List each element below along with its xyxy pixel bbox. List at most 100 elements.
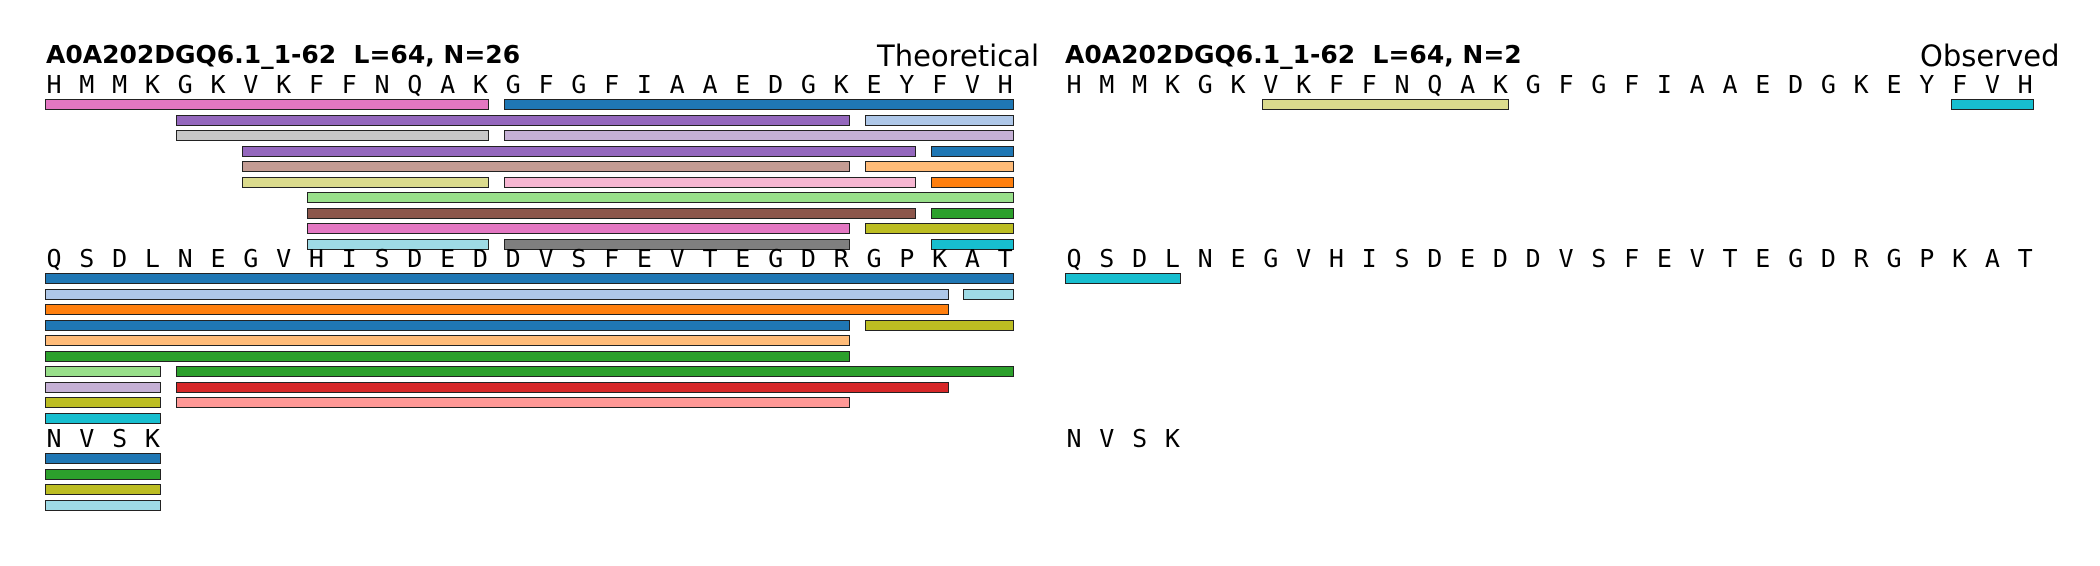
residue-letter: G <box>1525 70 1541 99</box>
residue-letter: G <box>243 244 259 273</box>
observed-panel-label: Observed <box>1920 39 2060 73</box>
peptide-bar <box>45 453 162 464</box>
residue-letter: T <box>702 244 718 273</box>
residue-letter: R <box>1853 244 1869 273</box>
residue-letter: H <box>1328 244 1344 273</box>
residue-letter: I <box>1656 70 1672 99</box>
residue-letter: G <box>1591 70 1607 99</box>
theoretical-panel-title: A0A202DGQ6.1_1-62 L=64, N=26 <box>46 40 521 69</box>
residue-letter: G <box>505 70 521 99</box>
residue-letter: D <box>1492 244 1508 273</box>
residue-letter: D <box>505 244 521 273</box>
residue-letter: V <box>669 244 685 273</box>
residue-letter: V <box>1099 424 1115 453</box>
peptide-bar <box>45 397 162 408</box>
peptide-bar <box>45 350 851 362</box>
peptide-bar <box>504 99 1015 110</box>
residue-letter: D <box>1525 244 1541 273</box>
residue-letter: K <box>1296 70 1312 99</box>
residue-letter: V <box>538 244 554 273</box>
residue-letter: M <box>1132 70 1148 99</box>
residue-letter: F <box>604 70 620 99</box>
peptide-bar <box>865 319 1015 331</box>
residue-letter: D <box>407 244 423 273</box>
residue-letter: E <box>735 70 751 99</box>
residue-letter: Y <box>899 70 915 99</box>
residue-letter: K <box>210 70 226 99</box>
residue-letter: G <box>866 244 882 273</box>
residue-letter: K <box>1164 424 1180 453</box>
residue-letter: D <box>1427 244 1443 273</box>
peptide-bar <box>307 207 916 219</box>
residue-letter: A <box>1984 244 2000 273</box>
residue-letter: T <box>2017 244 2033 273</box>
residue-letter: D <box>472 244 488 273</box>
peptide-bar <box>504 238 851 250</box>
residue-letter: V <box>1296 244 1312 273</box>
residue-letter: F <box>604 244 620 273</box>
residue-letter: E <box>735 244 751 273</box>
residue-letter: E <box>1755 244 1771 273</box>
residue-letter: E <box>1656 244 1672 273</box>
residue-letter: V <box>1558 244 1574 273</box>
residue-letter: A <box>964 244 980 273</box>
residue-letter: H <box>2017 70 2033 99</box>
residue-letter: R <box>833 244 849 273</box>
residue-letter: S <box>1394 244 1410 273</box>
residue-letter: S <box>571 244 587 273</box>
residue-letter: K <box>144 70 160 99</box>
peptide-bar <box>241 176 490 188</box>
residue-letter: D <box>112 244 128 273</box>
peptide-bar <box>45 304 949 315</box>
residue-letter: K <box>1164 70 1180 99</box>
residue-letter: K <box>276 70 292 99</box>
residue-letter: Q <box>407 70 423 99</box>
peptide-bar <box>176 130 490 141</box>
residue-letter: Y <box>1919 70 1935 99</box>
residue-letter: V <box>79 424 95 453</box>
peptide-bar <box>1065 273 1182 284</box>
residue-letter: L <box>144 244 160 273</box>
residue-letter: I <box>341 244 357 273</box>
residue-letter: S <box>79 244 95 273</box>
residue-letter: F <box>308 70 324 99</box>
residue-letter: K <box>144 424 160 453</box>
residue-letter: V <box>964 70 980 99</box>
residue-letter: A <box>1722 70 1738 99</box>
peptide-bar <box>176 397 851 408</box>
residue-letter: N <box>374 70 390 99</box>
residue-letter: M <box>79 70 95 99</box>
residue-letter: A <box>1689 70 1705 99</box>
residue-letter: K <box>1230 70 1246 99</box>
residue-letter: H <box>1066 70 1082 99</box>
peptide-bar <box>176 114 851 126</box>
residue-letter: F <box>538 70 554 99</box>
residue-letter: G <box>768 244 784 273</box>
residue-letter: I <box>636 70 652 99</box>
residue-letter: D <box>800 244 816 273</box>
peptide-bar <box>241 145 916 157</box>
residue-letter: L <box>1164 244 1180 273</box>
residue-letter: F <box>1952 70 1968 99</box>
residue-letter: E <box>636 244 652 273</box>
residue-letter: K <box>1853 70 1869 99</box>
residue-letter: G <box>177 70 193 99</box>
residue-letter: N <box>1197 244 1213 273</box>
residue-letter: E <box>866 70 882 99</box>
peptide-bar <box>45 499 162 511</box>
residue-letter: A <box>440 70 456 99</box>
peptide-bar <box>1950 99 2035 110</box>
peptide-bar <box>241 161 851 172</box>
residue-letter: V <box>1263 70 1279 99</box>
peptide-bar <box>307 192 1015 203</box>
residue-letter: K <box>472 70 488 99</box>
residue-letter: D <box>1820 244 1836 273</box>
residue-letter: H <box>997 70 1013 99</box>
peptide-bar <box>45 484 162 495</box>
residue-letter: K <box>932 244 948 273</box>
residue-letter: S <box>1591 244 1607 273</box>
residue-letter: Q <box>46 244 62 273</box>
residue-letter: D <box>1788 70 1804 99</box>
residue-letter: N <box>177 244 193 273</box>
